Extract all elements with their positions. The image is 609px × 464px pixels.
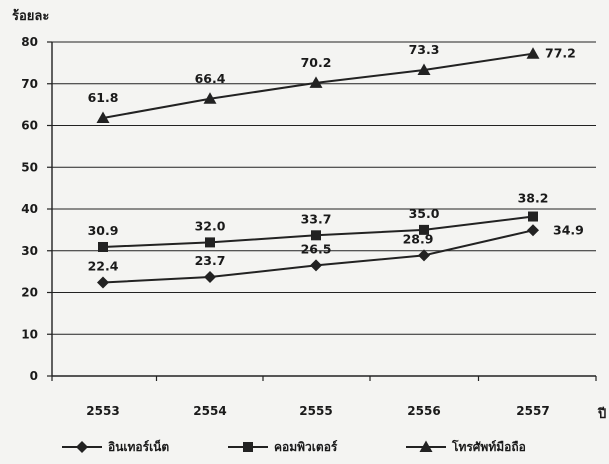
data-labels: 22.4 23.7 26.5 28.9 34.9 30.9 32.0 33.7 35.0 38.2… xyxy=(88,42,584,274)
data-point-marker xyxy=(527,224,539,237)
data-point-marker xyxy=(311,230,321,241)
legend-label: อินเทอร์เน็ต xyxy=(108,439,169,454)
legend-label: คอมพิวเตอร์ xyxy=(274,440,338,454)
y-tick-label: 0 xyxy=(30,369,38,383)
data-point-marker xyxy=(98,241,108,252)
data-point-marker xyxy=(203,92,217,104)
data-label: 35.0 xyxy=(409,206,440,221)
data-point-marker xyxy=(310,259,322,272)
data-label: 33.7 xyxy=(301,211,332,226)
data-label: 26.5 xyxy=(301,241,332,256)
legend-marker xyxy=(243,442,253,452)
data-label: 30.9 xyxy=(88,223,119,238)
x-tick-label: 2557 xyxy=(516,404,549,418)
data-label: 61.8 xyxy=(88,90,119,105)
y-tick-label: 40 xyxy=(21,202,38,216)
data-point-marker xyxy=(309,76,323,88)
data-point-marker xyxy=(528,211,538,222)
data-label: 73.3 xyxy=(409,42,440,57)
data-label: 66.4 xyxy=(195,71,226,86)
data-point-marker xyxy=(419,224,429,235)
data-label: 34.9 xyxy=(553,222,584,237)
x-tick-label: 2553 xyxy=(86,404,119,418)
data-point-marker xyxy=(205,237,215,248)
y-tick-label: 60 xyxy=(21,119,38,133)
data-label: 22.4 xyxy=(88,258,119,273)
legend-label: โทรศัพท์มือถือ xyxy=(451,439,526,454)
y-axis-label: ร้อยละ xyxy=(12,8,49,24)
data-label: 77.2 xyxy=(545,46,576,61)
legend: อินเทอร์เน็ต คอมพิวเตอร์ โทรศัพท์มือถือ xyxy=(62,439,526,454)
y-tick-label: 20 xyxy=(21,286,38,300)
y-tick-label: 10 xyxy=(21,327,38,341)
y-tick-label: 70 xyxy=(21,77,38,91)
data-point-marker xyxy=(204,271,216,284)
y-tick-label: 80 xyxy=(21,35,38,49)
x-tick-labels: 2553 2554 2555 2556 2557 xyxy=(51,376,597,418)
x-tick-label: 2555 xyxy=(299,404,332,418)
y-tick-labels: 0 10 20 30 40 50 60 70 80 xyxy=(21,35,52,383)
series-markers xyxy=(96,47,540,289)
x-tick-label: 2556 xyxy=(407,404,440,418)
y-tick-label: 30 xyxy=(21,244,38,258)
x-axis-label: ปี xyxy=(597,406,606,422)
legend-marker xyxy=(419,440,433,452)
data-label: 28.9 xyxy=(403,231,434,246)
x-tick-label: 2554 xyxy=(193,404,226,418)
gridlines xyxy=(52,41,596,335)
data-point-marker xyxy=(526,47,540,59)
y-tick-label: 50 xyxy=(21,160,38,174)
data-point-marker xyxy=(97,276,109,289)
data-label: 32.0 xyxy=(195,218,226,233)
data-point-marker xyxy=(417,63,431,75)
data-label: 38.2 xyxy=(518,191,549,206)
data-label: 70.2 xyxy=(301,55,332,70)
data-point-marker xyxy=(418,249,430,262)
data-label: 23.7 xyxy=(195,253,226,268)
data-point-marker xyxy=(96,111,110,123)
legend-marker xyxy=(76,441,88,453)
